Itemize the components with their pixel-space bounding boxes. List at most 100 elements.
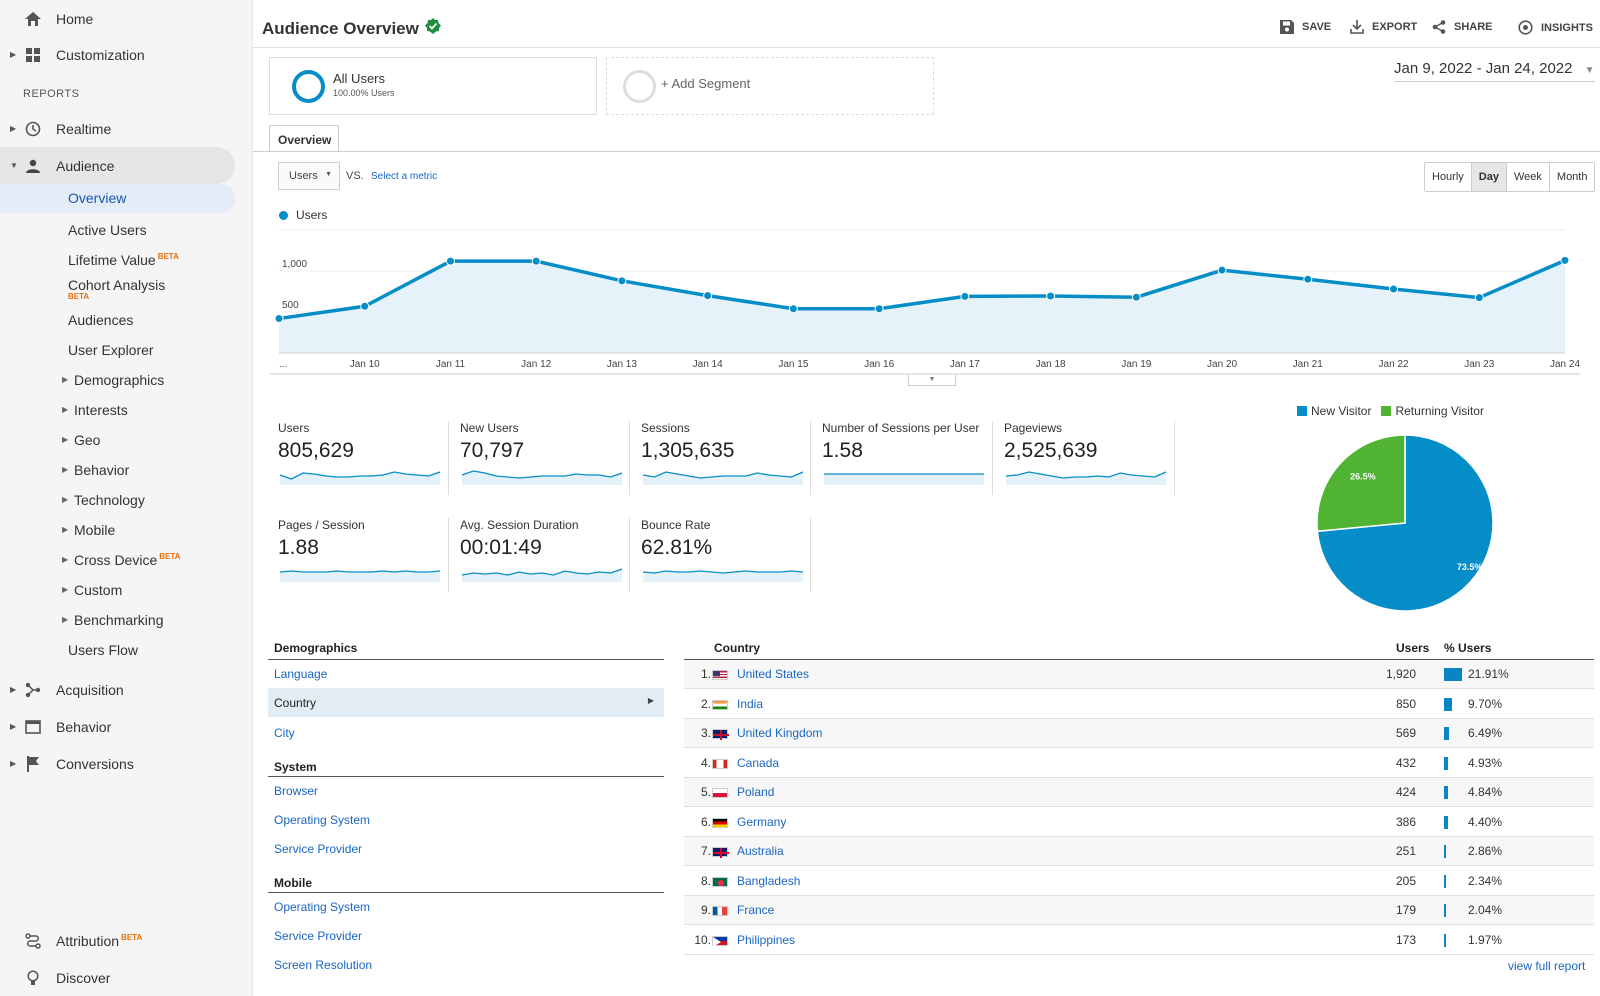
- sidebar-item-cross-device[interactable]: ▶ Cross Device BETA: [62, 552, 180, 568]
- country-link[interactable]: United States: [737, 667, 810, 681]
- metric-new-users: New Users 70,797: [460, 421, 632, 491]
- pct-users-col-header[interactable]: % Users: [1444, 641, 1492, 655]
- country-link[interactable]: France: [737, 903, 775, 917]
- data-point[interactable]: [874, 304, 884, 314]
- nav-customization[interactable]: ▶ Customization: [0, 36, 235, 73]
- data-point[interactable]: [617, 276, 627, 286]
- sidebar-item-geo[interactable]: ▶ Geo: [62, 432, 100, 448]
- sidebar-item-benchmarking[interactable]: ▶ Benchmarking: [62, 612, 164, 628]
- flag-icon: [712, 788, 728, 798]
- segment-all-users[interactable]: All Users 100.00% Users: [269, 57, 597, 115]
- pct-bar: [1444, 933, 1446, 947]
- share-button[interactable]: SHARE: [1432, 20, 1493, 34]
- dropdown-arrow-icon: ▼: [325, 171, 332, 178]
- nav-discover[interactable]: Discover: [0, 959, 235, 996]
- data-point[interactable]: [360, 301, 370, 311]
- sidebar-item-audiences[interactable]: Audiences: [68, 312, 134, 328]
- data-point[interactable]: [1474, 293, 1484, 303]
- users-col-header[interactable]: Users: [1396, 641, 1430, 655]
- demo-link-city[interactable]: City: [274, 726, 295, 740]
- chart-collapse-handle[interactable]: ▼: [908, 375, 956, 386]
- data-point[interactable]: [1131, 292, 1141, 302]
- sidebar-item-lifetime-value[interactable]: Lifetime Value BETA: [68, 252, 179, 268]
- data-point[interactable]: [1303, 274, 1313, 284]
- beta-badge: BETA: [121, 932, 143, 942]
- nav-home[interactable]: Home: [0, 0, 235, 37]
- granularity-hourly[interactable]: Hourly: [1425, 163, 1472, 191]
- sidebar-item-user-explorer[interactable]: User Explorer: [68, 342, 154, 358]
- insights-button[interactable]: INSIGHTS: [1518, 20, 1593, 35]
- country-link[interactable]: Poland: [737, 785, 775, 799]
- row-users: 569: [1395, 726, 1416, 740]
- row-rank: 9.: [700, 903, 711, 917]
- reports-header: REPORTS: [23, 88, 80, 100]
- data-point[interactable]: [960, 291, 970, 301]
- country-link[interactable]: Bangladesh: [737, 873, 801, 888]
- sidebar-item-users-flow[interactable]: Users Flow: [68, 642, 139, 658]
- demo-link-language[interactable]: Language: [274, 667, 328, 681]
- select-metric-link[interactable]: Select a metric: [371, 171, 438, 182]
- nav-acquisition[interactable]: ▶ Acquisition: [0, 671, 235, 708]
- view-full-report-link[interactable]: view full report: [1508, 959, 1586, 973]
- add-segment-button[interactable]: + Add Segment: [606, 57, 934, 115]
- data-point[interactable]: [788, 304, 798, 314]
- data-point[interactable]: [1389, 284, 1399, 294]
- save-button[interactable]: SAVE: [1280, 20, 1331, 34]
- data-point[interactable]: [1046, 291, 1056, 301]
- sidebar-item-custom[interactable]: ▶ Custom: [62, 582, 122, 598]
- data-point[interactable]: [445, 256, 455, 266]
- metric-label: Pages / Session: [278, 518, 365, 532]
- tab-overview[interactable]: Overview: [269, 125, 339, 152]
- system-link-os[interactable]: Operating System: [274, 813, 371, 827]
- metric-sparkline: [280, 570, 440, 582]
- sidebar-item-technology[interactable]: ▶ Technology: [62, 492, 145, 508]
- metric-dropdown[interactable]: Users ▼: [278, 162, 340, 190]
- table-row: 10. Philippines 173 1.97%: [684, 926, 1594, 955]
- metric-value: 62.81%: [641, 536, 713, 559]
- sidebar-item-mobile[interactable]: ▶ Mobile: [62, 522, 115, 538]
- nav-behavior[interactable]: ▶ Behavior: [0, 708, 235, 745]
- pie-slice-returning-visitor[interactable]: [1316, 434, 1406, 533]
- country-link[interactable]: United Kingdom: [737, 726, 823, 740]
- mobile-link-screen-resolution[interactable]: Screen Resolution: [274, 958, 373, 972]
- date-range-picker[interactable]: Jan 9, 2022 - Jan 24, 2022 ▼: [1394, 60, 1595, 82]
- country-link[interactable]: Philippines: [737, 932, 796, 947]
- x-tick-label: Jan 11: [436, 359, 466, 370]
- granularity-month[interactable]: Month: [1549, 163, 1595, 191]
- data-point[interactable]: [274, 314, 284, 324]
- row-rank: 5.: [700, 785, 711, 799]
- mobile-link-os[interactable]: Operating System: [274, 900, 371, 914]
- sidebar-item-overview[interactable]: Overview: [0, 184, 235, 213]
- demo-row-country[interactable]: Country ▶: [268, 688, 664, 717]
- granularity-day[interactable]: Day: [1471, 163, 1507, 191]
- sidebar-item-behavior[interactable]: ▶ Behavior: [62, 462, 129, 478]
- granularity-week[interactable]: Week: [1506, 163, 1550, 191]
- data-point[interactable]: [531, 256, 541, 266]
- mobile-link-service-provider[interactable]: Service Provider: [274, 929, 363, 943]
- export-button[interactable]: EXPORT: [1350, 20, 1417, 34]
- country-link[interactable]: India: [737, 696, 764, 711]
- x-tick-label: ...: [279, 359, 287, 370]
- metric-divider: [629, 421, 630, 495]
- system-link-browser[interactable]: Browser: [274, 784, 319, 798]
- system-link-service-provider[interactable]: Service Provider: [274, 842, 363, 856]
- sidebar-item-active-users[interactable]: Active Users: [68, 222, 147, 238]
- sidebar-item-cohort-analysis[interactable]: Cohort Analysis: [68, 277, 166, 293]
- pie-legend-new: New Visitor: [1297, 404, 1371, 418]
- nav-conversions[interactable]: ▶ Conversions: [0, 745, 235, 782]
- country-link[interactable]: Germany: [737, 814, 787, 829]
- data-point[interactable]: [1560, 255, 1570, 265]
- nav-audience[interactable]: ▼ Audience: [0, 147, 235, 184]
- sidebar-item-demographics[interactable]: ▶ Demographics: [62, 372, 164, 388]
- nav-attribution[interactable]: Attribution BETA: [0, 922, 235, 959]
- country-link[interactable]: Australia: [737, 844, 784, 858]
- data-point[interactable]: [1217, 265, 1227, 275]
- nav-realtime[interactable]: ▶ Realtime: [0, 110, 235, 147]
- table-row: 8. Bangladesh 205 2.34%: [684, 867, 1594, 896]
- data-point[interactable]: [703, 291, 713, 301]
- add-segment-label: + Add Segment: [661, 76, 751, 91]
- sidebar-item-interests[interactable]: ▶ Interests: [62, 402, 128, 418]
- country-link[interactable]: Canada: [737, 755, 780, 770]
- system-divider: [268, 776, 664, 777]
- technology-label: Technology: [74, 492, 145, 508]
